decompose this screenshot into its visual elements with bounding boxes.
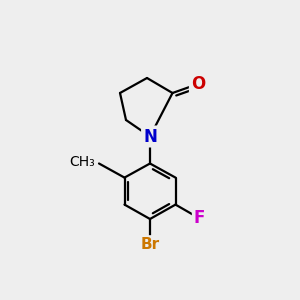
Text: N: N bbox=[143, 128, 157, 146]
Text: O: O bbox=[191, 75, 205, 93]
Text: F: F bbox=[194, 209, 205, 227]
Text: Br: Br bbox=[140, 237, 160, 252]
Text: CH₃: CH₃ bbox=[69, 155, 95, 169]
